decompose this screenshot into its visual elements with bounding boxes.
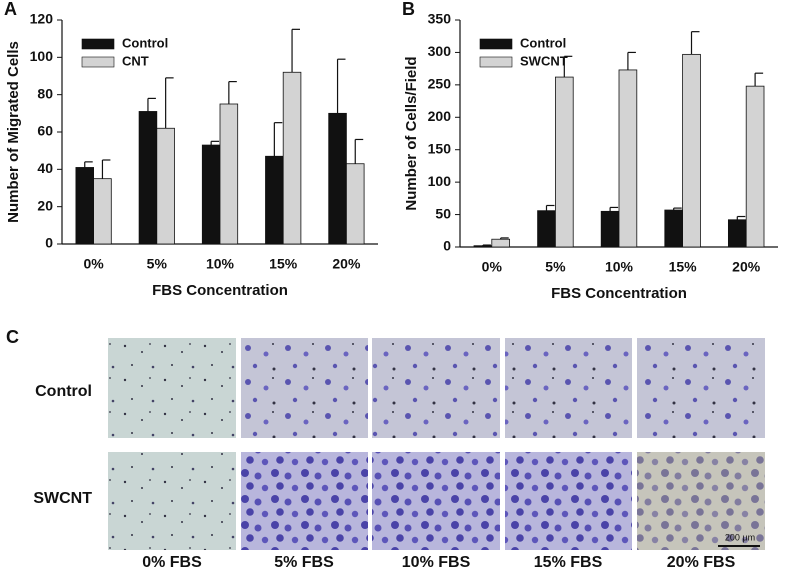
column-label: 0% FBS xyxy=(142,554,202,571)
bar xyxy=(328,112,347,245)
y-tick-label: 40 xyxy=(37,160,53,176)
x-tick-label: 5% xyxy=(147,256,168,272)
bar xyxy=(93,178,112,245)
legend-label: SWCNT xyxy=(520,53,568,68)
micrograph xyxy=(637,338,765,438)
bar xyxy=(75,167,94,245)
x-axis-title: FBS Concentration xyxy=(551,285,687,302)
x-tick-label: 20% xyxy=(332,256,361,272)
y-axis-title: Number of Migrated Cells xyxy=(5,41,22,223)
x-tick-label: 15% xyxy=(269,256,298,272)
bar xyxy=(156,127,175,245)
x-tick-label: 5% xyxy=(545,259,566,275)
micrograph xyxy=(108,452,236,550)
legend-key xyxy=(81,38,115,50)
bar xyxy=(555,76,574,248)
bar xyxy=(600,210,620,248)
x-tick-label: 10% xyxy=(206,256,235,272)
bar xyxy=(537,210,556,248)
x-tick-label: 20% xyxy=(732,259,761,275)
y-tick-label: 50 xyxy=(435,205,451,221)
micrograph xyxy=(372,452,500,550)
bar xyxy=(265,155,284,245)
micrograph-tint xyxy=(637,452,765,550)
micrograph xyxy=(241,338,368,438)
y-tick-label: 250 xyxy=(428,76,452,92)
y-tick-label: 200 xyxy=(428,108,452,124)
y-tick-label: 350 xyxy=(428,11,452,27)
y-tick-label: 100 xyxy=(428,173,452,189)
panel-label: B xyxy=(402,0,415,19)
y-tick-label: 80 xyxy=(37,85,53,101)
y-tick-label: 300 xyxy=(428,43,452,59)
bar xyxy=(618,69,638,248)
bar xyxy=(745,85,765,248)
scale-bar-label: 200 μm xyxy=(725,532,755,542)
column-label: 10% FBS xyxy=(402,554,471,571)
legend-key xyxy=(479,38,513,50)
bar xyxy=(219,103,239,245)
y-tick-label: 120 xyxy=(30,11,54,27)
bar xyxy=(682,53,701,248)
y-tick-label: 20 xyxy=(37,197,53,213)
legend-label: Control xyxy=(122,35,168,50)
bar xyxy=(727,219,747,248)
row-label: Control xyxy=(35,383,92,400)
y-tick-label: 100 xyxy=(30,48,54,64)
micrograph xyxy=(637,452,765,550)
bar xyxy=(491,238,511,248)
legend-key xyxy=(81,56,115,68)
bar xyxy=(664,209,683,248)
x-tick-label: 0% xyxy=(482,259,503,275)
y-tick-label: 150 xyxy=(428,140,452,156)
bar xyxy=(345,163,365,245)
micrograph-grid: 200 μm xyxy=(108,338,765,550)
legend-label: Control xyxy=(520,35,566,50)
bar xyxy=(138,111,158,245)
bar xyxy=(201,144,221,245)
micrograph xyxy=(108,338,236,438)
bar xyxy=(282,71,302,245)
panel-label: A xyxy=(4,0,17,19)
x-axis-title: FBS Concentration xyxy=(152,282,288,299)
row-label: SWCNT xyxy=(33,490,92,507)
x-tick-label: 15% xyxy=(669,259,698,275)
y-axis-title: Number of Cells/Field xyxy=(403,56,420,210)
y-tick-label: 0 xyxy=(45,235,53,251)
y-tick-label: 0 xyxy=(443,238,451,254)
column-label: 20% FBS xyxy=(667,554,736,571)
y-tick-label: 60 xyxy=(37,123,53,139)
column-label: 5% FBS xyxy=(274,554,334,571)
panel-label: C xyxy=(6,327,19,347)
x-tick-label: 10% xyxy=(605,259,634,275)
micrograph xyxy=(372,338,500,438)
column-label: 15% FBS xyxy=(534,554,603,571)
bar xyxy=(473,245,493,248)
legend-label: CNT xyxy=(122,53,149,68)
micrograph xyxy=(241,452,368,550)
x-tick-label: 0% xyxy=(83,256,104,272)
legend-key xyxy=(479,56,513,68)
micrograph xyxy=(505,452,632,550)
micrograph xyxy=(505,338,632,438)
